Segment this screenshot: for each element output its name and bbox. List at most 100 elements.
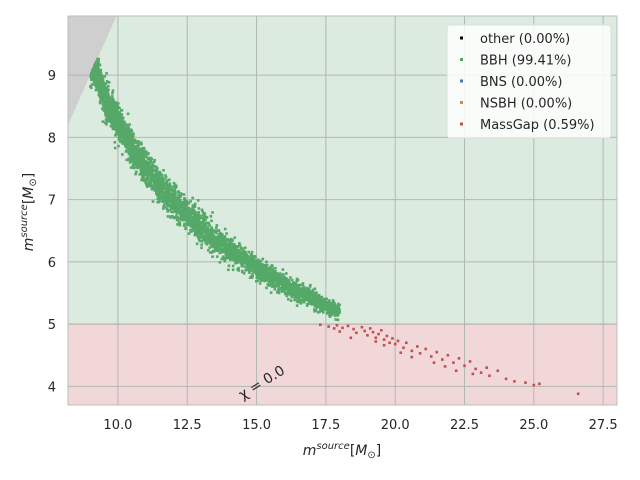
bbh-point <box>125 134 128 138</box>
bbh-point <box>280 282 284 286</box>
bbh-point <box>91 68 95 71</box>
bbh-point <box>101 120 105 123</box>
bbh-point <box>93 64 96 68</box>
bbh-point <box>155 170 158 174</box>
bbh-point <box>268 276 272 279</box>
bbh-point <box>184 218 188 222</box>
massgap-point <box>399 351 403 355</box>
bbh-point <box>134 150 138 153</box>
bbh-point <box>151 185 155 189</box>
massgap-point <box>385 334 389 338</box>
bbh-point <box>241 255 245 259</box>
bbh-point <box>287 297 290 301</box>
bbh-point <box>319 298 323 301</box>
bbh-point <box>235 244 238 248</box>
bbh-point <box>180 200 184 204</box>
bbh-point <box>232 250 236 254</box>
bbh-point <box>205 234 209 237</box>
bbh-point <box>250 258 254 262</box>
bbh-point <box>146 169 150 173</box>
bbh-point <box>329 307 332 311</box>
bbh-point <box>98 100 102 104</box>
bbh-point <box>211 230 215 234</box>
bbh-point <box>336 318 340 322</box>
bbh-point <box>234 255 238 258</box>
bbh-point <box>105 108 109 112</box>
bbh-point <box>177 209 181 212</box>
massgap-point <box>479 371 483 374</box>
massgap-point <box>319 323 322 327</box>
bbh-point <box>193 227 197 231</box>
bbh-point <box>180 209 184 213</box>
bbh-point <box>212 242 215 246</box>
bbh-point <box>129 128 133 132</box>
bbh-point <box>210 245 214 248</box>
bbh-point <box>119 138 122 141</box>
bbh-point <box>284 272 288 275</box>
bbh-point <box>265 260 268 264</box>
bbh-point <box>230 243 234 247</box>
bbh-point <box>286 292 290 296</box>
bbh-point <box>218 251 221 255</box>
bbh-point <box>251 265 254 269</box>
bbh-point <box>250 267 254 271</box>
bbh-point <box>142 168 145 171</box>
bbh-point <box>112 107 116 111</box>
bbh-point <box>205 216 209 219</box>
bbh-point <box>99 87 102 90</box>
bbh-point <box>265 286 268 290</box>
bbh-point <box>183 224 186 227</box>
bbh-point <box>303 288 306 291</box>
bbh-point <box>124 144 128 148</box>
bbh-point <box>331 306 334 310</box>
bbh-point <box>93 67 96 71</box>
bbh-point <box>208 251 212 254</box>
bbh-point <box>249 266 253 269</box>
bbh-point <box>95 67 99 70</box>
massgap-point <box>396 339 400 343</box>
bbh-point <box>156 197 159 201</box>
bbh-point <box>218 239 222 242</box>
bbh-point <box>151 163 155 167</box>
bbh-point <box>251 272 254 276</box>
bbh-point <box>154 179 157 182</box>
bbh-point <box>204 215 207 218</box>
bbh-point <box>243 265 247 269</box>
bbh-point <box>195 216 199 219</box>
bbh-point <box>271 267 274 270</box>
bbh-point <box>120 123 124 127</box>
bbh-point <box>257 264 260 267</box>
bbh-point <box>283 289 286 293</box>
bbh-point <box>203 212 207 216</box>
bbh-point <box>267 278 270 281</box>
bbh-point <box>276 291 279 294</box>
bbh-point <box>112 101 116 105</box>
y-tick-label: 6 <box>48 256 56 271</box>
legend-marker <box>460 79 463 83</box>
bbh-point <box>99 89 103 92</box>
bbh-point <box>232 252 236 256</box>
bbh-point <box>217 233 221 236</box>
bbh-point <box>249 253 253 256</box>
bbh-point <box>122 138 125 142</box>
bbh-point <box>146 176 149 179</box>
bbh-point <box>95 71 99 75</box>
bbh-point <box>191 229 195 232</box>
bbh-point <box>122 130 126 134</box>
bbh-point <box>102 96 105 99</box>
bbh-point <box>211 235 214 239</box>
bbh-point <box>207 248 210 252</box>
bbh-point <box>119 126 123 130</box>
bbh-point <box>282 282 285 286</box>
bbh-point <box>153 189 157 192</box>
bbh-point <box>328 304 331 308</box>
bbh-point <box>268 284 272 287</box>
bbh-point <box>133 139 137 142</box>
bbh-point <box>301 293 305 297</box>
bbh-point <box>151 174 154 178</box>
bbh-point <box>110 113 114 117</box>
bbh-point <box>265 272 269 275</box>
bbh-point <box>305 292 309 295</box>
bbh-point <box>241 248 245 252</box>
bbh-point <box>138 161 142 165</box>
